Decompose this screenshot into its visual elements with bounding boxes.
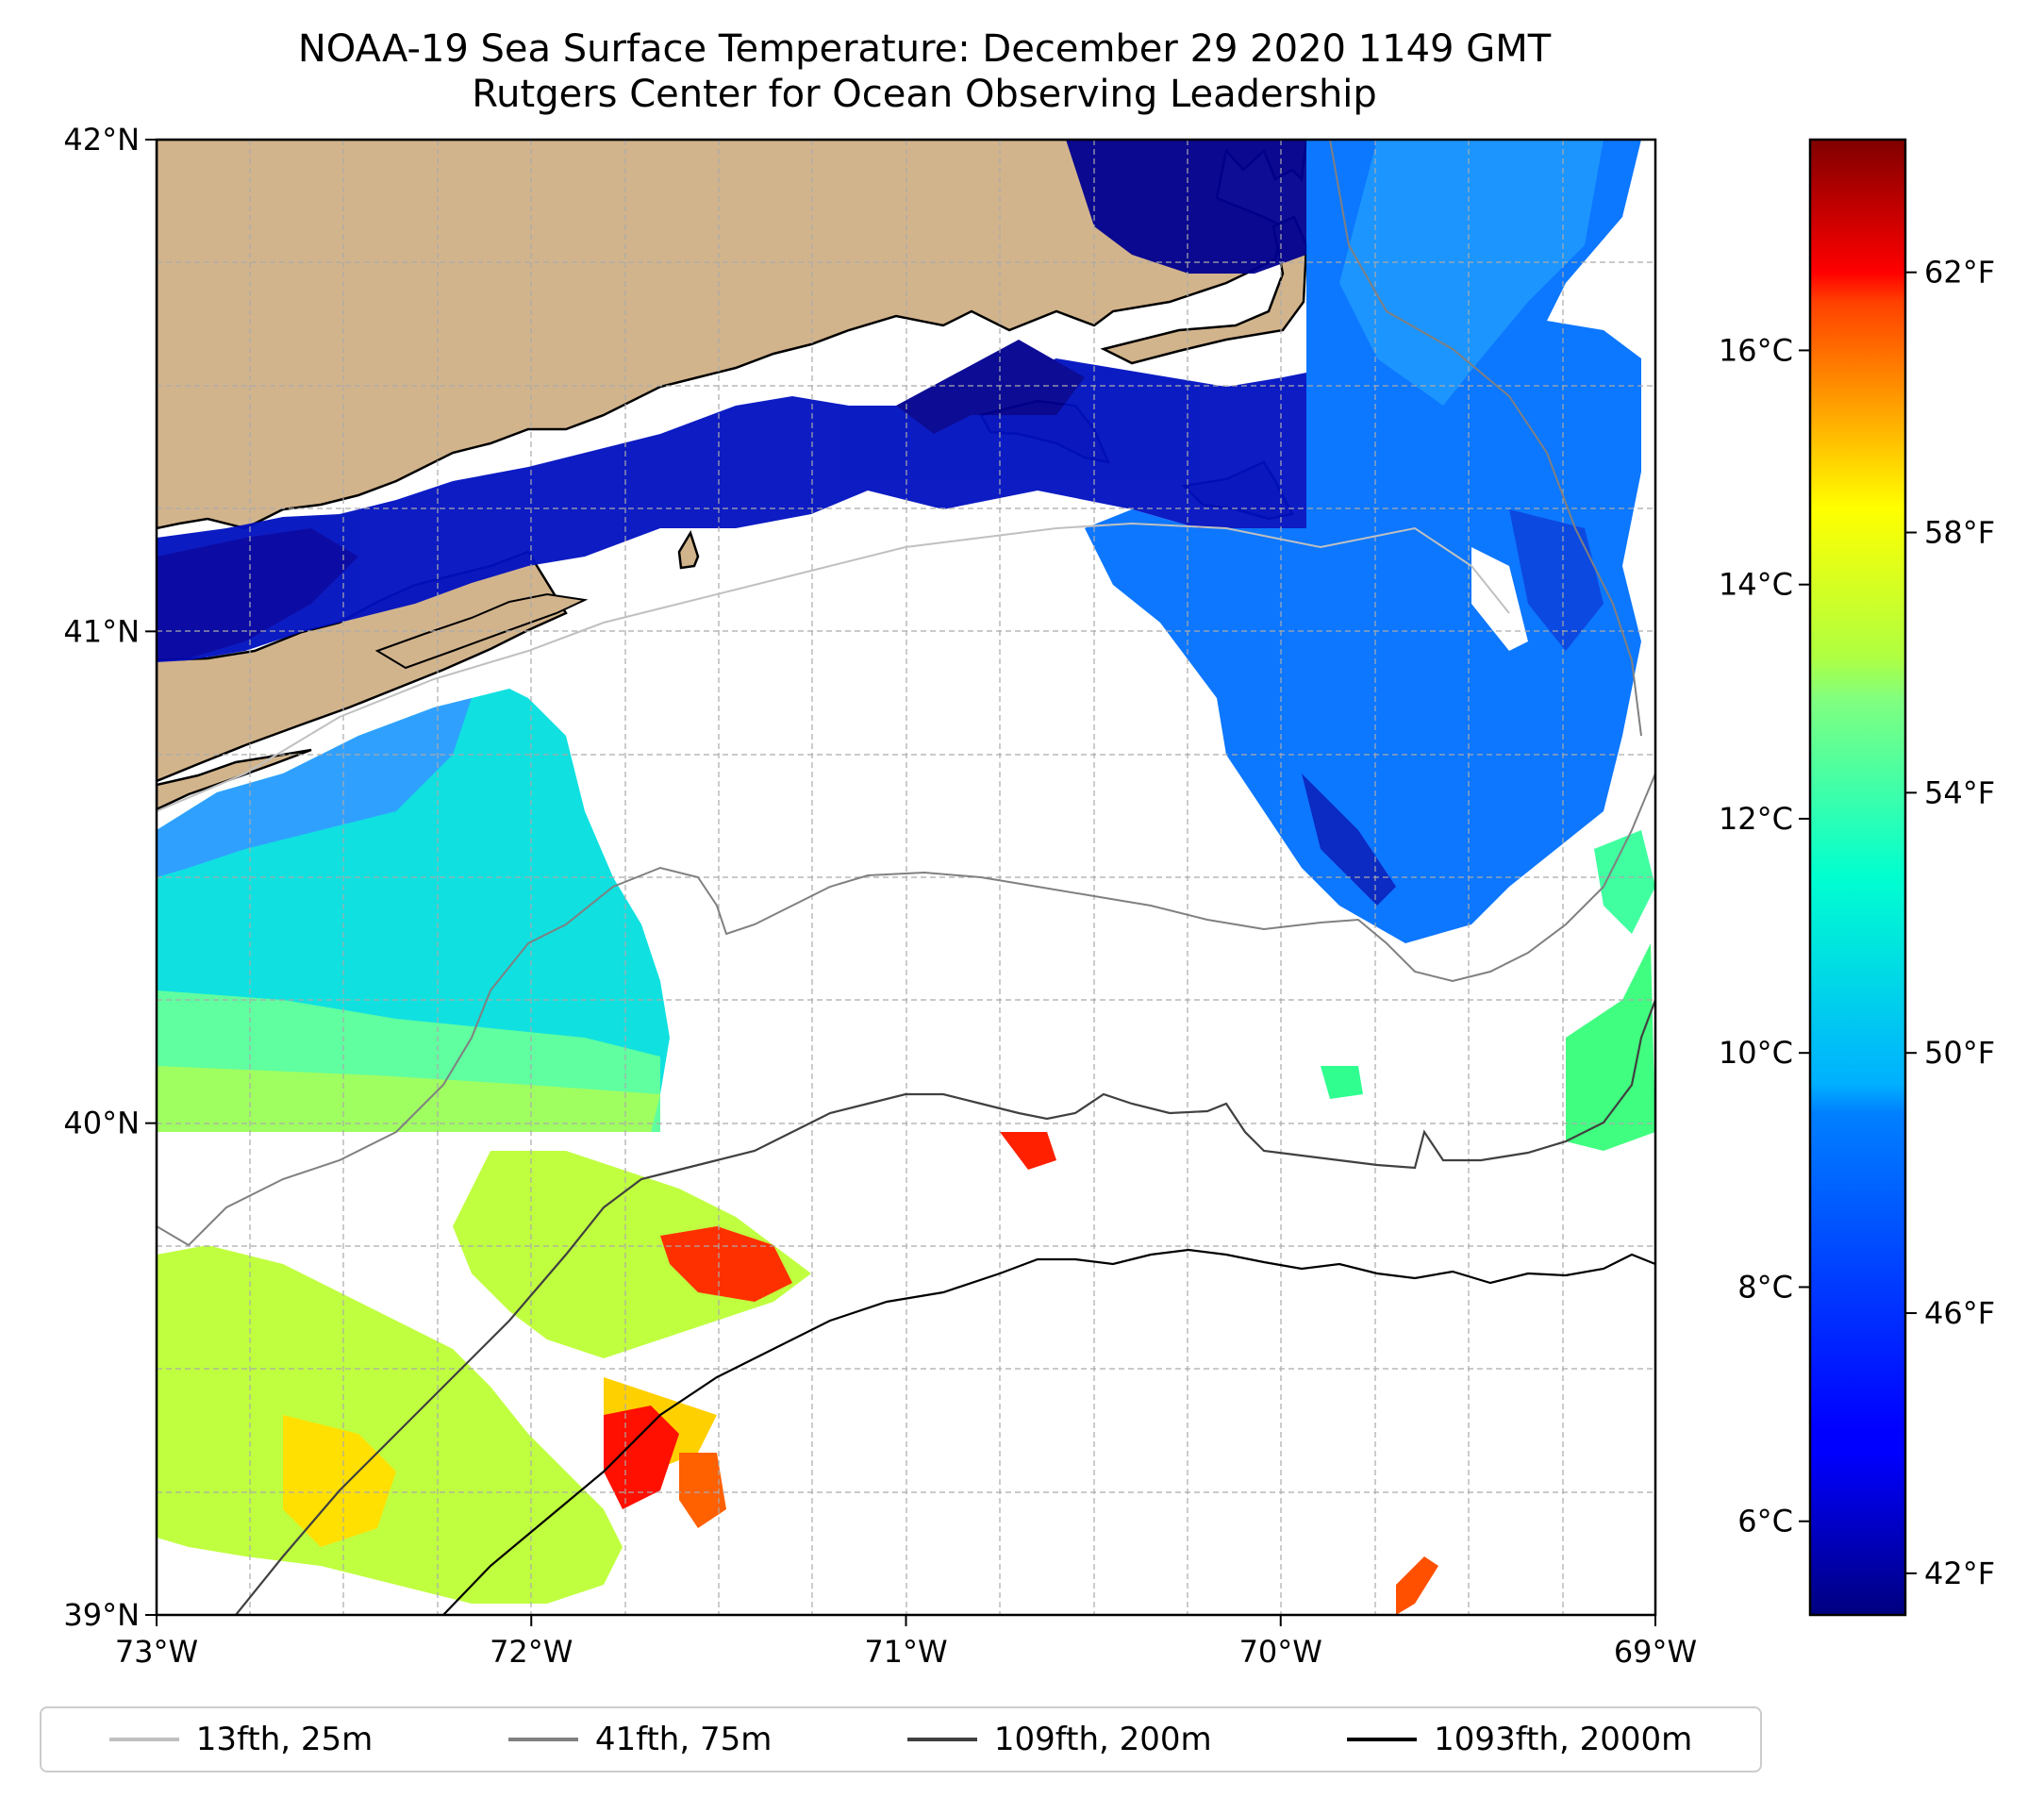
- fahrenheit-tick-label: 58°F: [1924, 515, 1995, 551]
- celsius-tick-label: 8°C: [1737, 1269, 1793, 1305]
- title-line-1: NOAA-19 Sea Surface Temperature: Decembe…: [297, 27, 1552, 71]
- y-tick-label: 42°N: [63, 122, 140, 158]
- contour-25m: [157, 522, 1510, 812]
- celsius-tick-label: 10°C: [1719, 1035, 1793, 1071]
- x-tick-label: 69°W: [1614, 1634, 1697, 1670]
- title-line-2: Rutgers Center for Ocean Observing Leade…: [472, 73, 1377, 116]
- map-area: [157, 140, 1655, 1615]
- x-tick-label: 73°W: [115, 1634, 198, 1670]
- legend-item-2000m: 1093fth, 2000m: [1347, 1721, 1692, 1758]
- legend-item-25m: 13fth, 25m: [108, 1721, 374, 1758]
- colorbar-gradient: [1810, 140, 1905, 1615]
- fahrenheit-tick-label: 42°F: [1924, 1556, 1995, 1591]
- contour-75m: [157, 773, 1655, 1247]
- chart-title: NOAA-19 Sea Surface Temperature: Decembe…: [0, 26, 1849, 117]
- fahrenheit-tick-label: 54°F: [1924, 774, 1995, 810]
- legend-swatch-75m: [507, 1738, 578, 1741]
- sst-coastal-cold: [157, 140, 1306, 662]
- fahrenheit-tick-label: 62°F: [1924, 255, 1995, 291]
- legend-label-25m: 13fth, 25m: [195, 1721, 374, 1758]
- contour-legend: 13fth, 25m 41fth, 75m 109fth, 200m 1093f…: [40, 1706, 1762, 1772]
- legend-label-200m: 109fth, 200m: [993, 1721, 1212, 1758]
- x-tick-label: 72°W: [490, 1634, 573, 1670]
- fahrenheit-tick-label: 46°F: [1924, 1295, 1995, 1331]
- colorbar-frame: [1808, 138, 1907, 1617]
- x-tick-label: 71°W: [864, 1634, 947, 1670]
- contour-200m: [235, 999, 1655, 1615]
- y-tick-label: 39°N: [63, 1597, 140, 1633]
- legend-label-2000m: 1093fth, 2000m: [1434, 1721, 1693, 1758]
- y-tick-label: 40°N: [63, 1106, 140, 1141]
- legend-swatch-2000m: [1347, 1738, 1418, 1741]
- map-axis-ticks: 73°W 72°W 71°W 70°W 69°W 42°N 41°N 40°N 39°N: [63, 122, 1697, 1670]
- bathymetry-contours: [157, 140, 1655, 1615]
- celsius-tick-label: 14°C: [1719, 567, 1793, 603]
- land-long-island: [157, 550, 568, 783]
- colorbar: 6°C 8°C 10°C 12°C 14°C 16°C 42°F 46°F 50°F 54°F 58…: [1719, 138, 1995, 1617]
- map-gridlines: [157, 140, 1655, 1615]
- colorbar-ticks: 6°C 8°C 10°C 12°C 14°C 16°C 42°F 46°F 50°F 54°F 58…: [1719, 255, 1995, 1591]
- land-new-jersey: [157, 748, 312, 811]
- celsius-tick-label: 6°C: [1737, 1504, 1793, 1539]
- sst-mid-shelf: [157, 585, 811, 1132]
- legend-item-200m: 109fth, 200m: [906, 1721, 1212, 1758]
- contour-2000m: [442, 1248, 1655, 1615]
- legend-label-75m: 41fth, 75m: [594, 1721, 773, 1758]
- legend-swatch-25m: [108, 1738, 179, 1741]
- land-block-island: [677, 529, 700, 570]
- sst-georges-bank: [1085, 140, 1641, 943]
- x-tick-label: 70°W: [1239, 1634, 1322, 1670]
- legend-swatch-200m: [906, 1738, 977, 1741]
- celsius-tick-label: 16°C: [1719, 332, 1793, 368]
- celsius-tick-label: 12°C: [1719, 801, 1793, 837]
- legend-item-75m: 41fth, 75m: [507, 1721, 773, 1758]
- contour-75m-north: [1329, 140, 1642, 737]
- fahrenheit-tick-label: 50°F: [1924, 1035, 1995, 1071]
- sst-southern-patches: [157, 830, 1655, 1615]
- y-tick-label: 41°N: [63, 613, 140, 649]
